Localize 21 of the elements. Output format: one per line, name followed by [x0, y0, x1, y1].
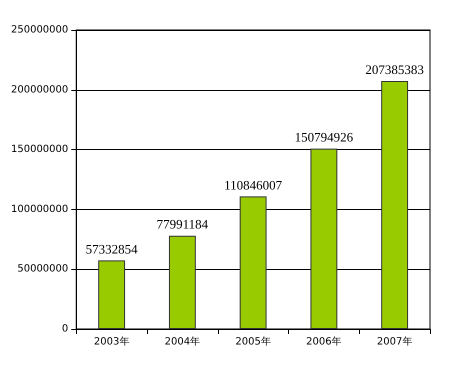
bar	[310, 148, 338, 329]
x-tick-label: 2006年	[306, 336, 342, 348]
data-label: 57332854	[86, 241, 138, 256]
y-tick-label: 0	[62, 324, 68, 334]
bar	[240, 196, 267, 329]
x-tick-label: 2003年	[94, 336, 130, 348]
y-tick-label: 150000000	[10, 144, 68, 156]
bar	[168, 236, 196, 329]
data-label: 150794926	[294, 130, 354, 145]
y-tick-label: 200000000	[10, 84, 68, 96]
y-tick-label: 100000000	[10, 204, 68, 215]
bar	[381, 80, 408, 329]
x-tick-label: 2005年	[235, 336, 271, 348]
x-tick-label: 2004年	[164, 336, 200, 348]
x-tick-label: 2007年	[376, 336, 412, 348]
y-tick-label: 250000000	[10, 24, 68, 36]
y-tick-label: 50000000	[17, 264, 68, 275]
data-label: 110846007	[224, 177, 283, 192]
data-label: 77991184	[156, 216, 209, 232]
data-label: 207385383	[365, 62, 424, 77]
bar	[98, 260, 126, 329]
